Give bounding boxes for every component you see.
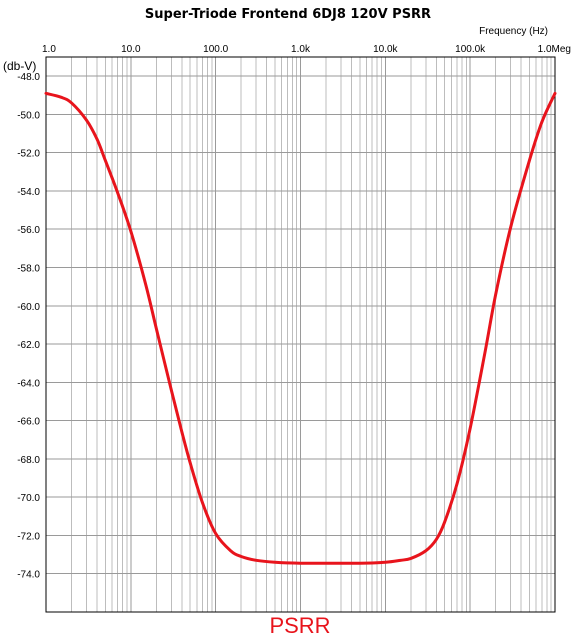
- x-axis-label: Frequency (Hz): [479, 26, 548, 37]
- y-tick-label: -72.0: [17, 531, 40, 542]
- y-tick-label: -58.0: [17, 264, 40, 275]
- y-tick-label: -62.0: [17, 340, 40, 351]
- y-tick-label: -52.0: [17, 149, 40, 160]
- y-tick-label: -66.0: [17, 417, 40, 428]
- y-tick-label: -64.0: [17, 378, 40, 389]
- y-axis-label: (db-V): [3, 59, 36, 73]
- x-tick-label: 1.0: [42, 44, 56, 55]
- chart-title: Super-Triode Frontend 6DJ8 120V PSRR: [145, 7, 431, 22]
- plot-frame: [45, 56, 556, 613]
- grid-lines: [45, 57, 555, 612]
- y-tick-label: -50.0: [17, 110, 40, 121]
- series-line-psrr: [44, 91, 557, 565]
- y-tick-label: -54.0: [17, 187, 40, 198]
- y-tick-labels: -48.0 -50.0 -52.0 -54.0 -56.0 -58.0 -60.0 -62.0…: [17, 72, 40, 581]
- x-tick-label: 1.0Meg: [538, 44, 571, 55]
- y-tick-label: -48.0: [17, 72, 40, 83]
- y-tick-label: -60.0: [17, 302, 40, 313]
- x-tick-label: 10.0: [121, 44, 141, 55]
- y-tick-label: -56.0: [17, 225, 40, 236]
- x-tick-label: 100.0: [203, 44, 228, 55]
- x-tick-label: 1.0k: [291, 44, 311, 55]
- y-tick-label: -70.0: [17, 493, 40, 504]
- x-tick-label: 100.0k: [455, 44, 486, 55]
- y-tick-label: -74.0: [17, 570, 40, 581]
- y-tick-label: -68.0: [17, 455, 40, 466]
- x-tick-label: 10.0k: [373, 44, 398, 55]
- legend-label-psrr: PSRR: [269, 613, 330, 638]
- x-tick-labels: 1.0 10.0 100.0 1.0k 10.0k 100.0k 1.0Meg: [42, 44, 571, 55]
